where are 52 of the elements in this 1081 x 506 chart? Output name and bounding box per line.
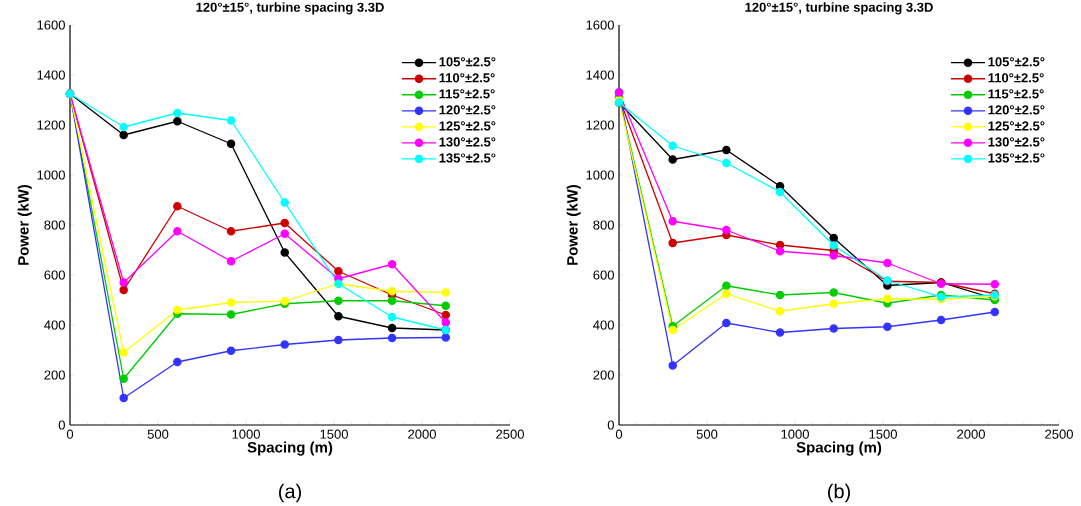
y-tick-label: 400 (593, 320, 614, 330)
y-tick-label: 0 (58, 420, 65, 430)
y-tick-label: 1200 (37, 120, 65, 130)
text: (b) (828, 483, 850, 503)
x-tick-label: 2000 (408, 429, 436, 439)
x-tick-label: 500 (147, 429, 169, 439)
chart-title: 120°±15°, turbine spacing 3.3D (196, 2, 384, 15)
y-tick-label: 400 (44, 320, 65, 330)
y-axis-title: Power (kW) (566, 184, 581, 265)
y-tick-label: 1000 (586, 170, 614, 180)
y-tick-label: 600 (44, 270, 65, 280)
legend-label: 115°±2.5° (988, 89, 1044, 99)
x-tick-label: 1000 (781, 429, 809, 439)
text: (a) (279, 483, 301, 503)
legend-label: 105°±2.5° (439, 57, 496, 67)
legend-label: 135°±2.5° (439, 153, 496, 163)
y-tick-label: 1200 (586, 120, 614, 130)
legend-label: 110°±2.5° (988, 73, 1044, 83)
x-tick-label: 500 (696, 429, 718, 439)
y-tick-label: 800 (44, 220, 65, 230)
legend-label: 125°±2.5° (439, 121, 496, 131)
x-tick-label: 2500 (496, 429, 524, 439)
y-tick-label: 600 (593, 270, 614, 280)
y-tick-label: 1000 (37, 170, 65, 180)
y-tick-label: 1600 (37, 20, 65, 30)
legend-label: 135°±2.5° (988, 153, 1045, 163)
y-axis-title: Power (kW) (17, 184, 32, 265)
x-tick-label: 1500 (320, 429, 348, 439)
x-tick-label: 2500 (1045, 429, 1073, 439)
x-tick-label: 1500 (869, 429, 897, 439)
legend-label: 110°±2.5° (439, 73, 495, 83)
y-tick-label: 1400 (37, 70, 65, 80)
legend-label: 115°±2.5° (439, 89, 495, 99)
legend-label: 120°±2.5° (988, 105, 1045, 115)
x-axis-title: Spacing (m) (796, 441, 882, 456)
legend-label: 130°±2.5° (439, 137, 496, 147)
y-tick-label: 1400 (586, 70, 614, 80)
legend-label: 125°±2.5° (988, 121, 1045, 131)
x-tick-label: 2000 (957, 429, 985, 439)
x-tick-label: 0 (615, 429, 623, 439)
y-tick-label: 200 (593, 370, 614, 380)
chart-title: 120°±15°, turbine spacing 3.3D (745, 2, 933, 15)
x-axis-title: Spacing (m) (247, 441, 333, 456)
x-tick-label: 0 (66, 429, 74, 439)
legend-label: 120°±2.5° (439, 105, 496, 115)
y-tick-label: 800 (593, 220, 614, 230)
legend-label: 105°±2.5° (988, 57, 1045, 67)
x-tick-label: 1000 (232, 429, 260, 439)
legend-label: 130°±2.5° (988, 137, 1045, 147)
y-tick-label: 0 (607, 420, 614, 430)
y-tick-label: 1600 (586, 20, 614, 30)
y-tick-label: 200 (44, 370, 65, 380)
